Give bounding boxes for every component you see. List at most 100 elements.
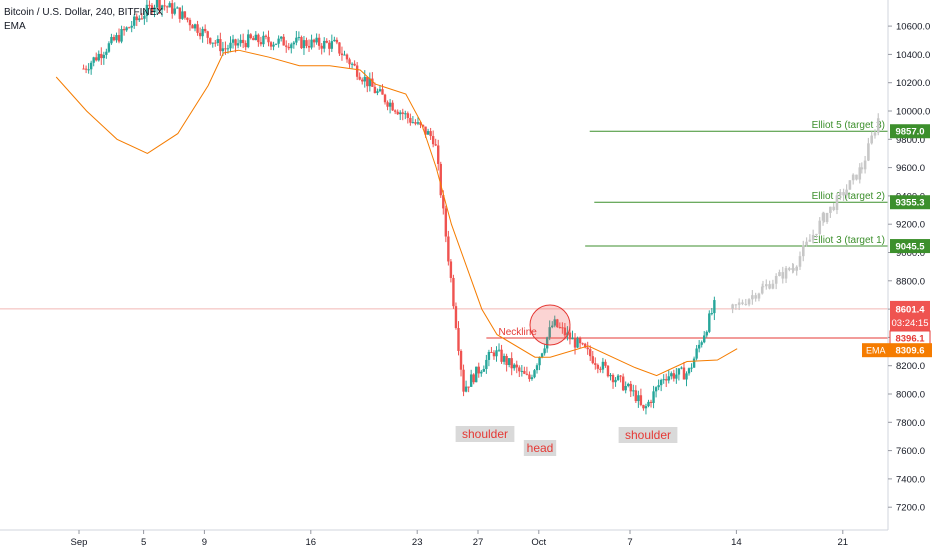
price-axis[interactable]: 7200.07400.07600.07800.08000.08200.08400… xyxy=(862,0,932,550)
candle-body xyxy=(576,338,579,348)
projection-body xyxy=(838,192,842,196)
candle-body xyxy=(642,404,645,409)
candle-body xyxy=(568,332,572,340)
x-tick-label: 7 xyxy=(627,537,632,548)
candle-body xyxy=(647,401,650,407)
pattern-label: shoulder xyxy=(625,428,671,442)
candle-body xyxy=(530,377,534,380)
level-label: Elliot 5 (target 3) xyxy=(812,120,885,131)
candle-body xyxy=(497,349,501,351)
candle-body xyxy=(437,145,440,164)
y-tick-label: 9800.0 xyxy=(896,135,925,146)
x-tick-label: 9 xyxy=(202,537,207,548)
candle-body xyxy=(513,364,516,369)
y-tick-label: 10400.0 xyxy=(896,50,930,61)
projection-body xyxy=(768,284,771,289)
candle-body xyxy=(290,44,293,49)
ema-tag xyxy=(862,343,932,358)
candle-body xyxy=(366,76,369,87)
candle-body xyxy=(599,368,602,370)
candle-body xyxy=(191,25,194,29)
candle-body xyxy=(196,24,199,33)
candle-body xyxy=(138,18,141,21)
candle-body xyxy=(454,306,458,329)
candle-body xyxy=(350,63,354,65)
candle-body xyxy=(614,379,617,383)
projection-body xyxy=(771,283,775,289)
candle-body xyxy=(439,163,442,196)
candle-body xyxy=(573,337,577,348)
projection-body xyxy=(815,233,818,235)
projection-body xyxy=(744,303,748,305)
projection-body xyxy=(822,213,826,222)
candle-body xyxy=(589,349,592,357)
candle-body xyxy=(528,374,531,380)
projection-body xyxy=(774,276,778,284)
candle-body xyxy=(87,69,90,71)
candle-body xyxy=(581,343,584,345)
y-tick-label: 8800.0 xyxy=(896,276,925,287)
ema-tag-label: EMA xyxy=(866,346,886,356)
candle-body xyxy=(343,54,346,56)
candle-body xyxy=(429,131,432,137)
level-label: Elliot 3 (target 2) xyxy=(812,191,885,202)
candle-body xyxy=(396,111,399,115)
horizontal-levels: Elliot 5 (target 3) Elliot 3 (target 2) El… xyxy=(0,120,888,339)
candle-body xyxy=(338,42,341,54)
candle-body xyxy=(692,358,696,368)
candle-body xyxy=(381,89,384,95)
candle-body xyxy=(171,3,174,14)
candle-body xyxy=(543,348,546,354)
projection-body xyxy=(801,245,805,257)
candle-body xyxy=(431,136,435,145)
candle-body xyxy=(105,51,108,55)
candle-body xyxy=(538,357,541,366)
projection-body xyxy=(835,195,839,210)
projection-body xyxy=(842,192,845,196)
candle-body xyxy=(292,42,296,45)
symbol-title[interactable]: Bitcoin / U.S. Dollar, 240, BITFINEX xyxy=(4,7,163,18)
candle-body xyxy=(229,42,232,49)
projection-bars xyxy=(731,113,880,314)
y-tick-label: 7200.0 xyxy=(896,503,925,514)
candle-body xyxy=(203,28,207,32)
candle-body xyxy=(211,42,214,44)
candle-body xyxy=(426,131,430,135)
candle-body xyxy=(323,40,326,49)
candle-body xyxy=(467,386,470,388)
candle-body xyxy=(333,39,336,42)
candle-body xyxy=(708,313,711,332)
projection-body xyxy=(825,212,829,222)
candle-body xyxy=(371,78,374,87)
candle-body xyxy=(639,395,643,405)
pattern-label-bg xyxy=(523,440,557,456)
candle-body xyxy=(713,300,716,314)
projection-body xyxy=(832,206,835,210)
candle-body xyxy=(447,236,450,262)
candle-body xyxy=(553,319,556,326)
projection-body xyxy=(851,174,855,181)
candle-body xyxy=(482,369,486,372)
candle-body xyxy=(244,42,247,48)
candle-body xyxy=(687,368,691,374)
candle-body xyxy=(376,91,379,94)
candle-body xyxy=(193,24,197,29)
candle-body xyxy=(224,48,227,50)
x-tick-label: 27 xyxy=(473,537,484,548)
candle-body xyxy=(234,39,237,46)
candle-body xyxy=(634,390,638,402)
x-tick-label: Oct xyxy=(531,537,546,548)
y-tick-label: 7400.0 xyxy=(896,474,925,485)
indicator-label[interactable]: EMA xyxy=(4,21,26,32)
projection-body xyxy=(858,167,862,180)
candle-body xyxy=(414,122,417,124)
candle-body xyxy=(578,338,582,344)
candle-body xyxy=(685,373,688,380)
candle-body xyxy=(112,36,116,41)
time-axis[interactable]: Sep 5 9 16 23 27 Oct 7 14 21 xyxy=(0,529,888,548)
candle-body xyxy=(659,380,663,386)
candle-body xyxy=(297,37,301,39)
candle-body xyxy=(383,94,387,103)
candle-body xyxy=(320,45,323,49)
